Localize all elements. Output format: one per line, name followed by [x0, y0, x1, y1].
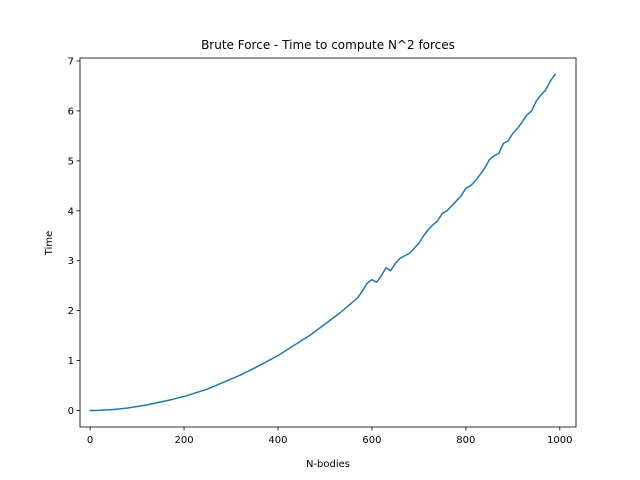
x-tick-label: 600 — [362, 435, 381, 446]
y-tick-label: 7 — [68, 56, 74, 67]
axes: 0 200 400 600 800 1000 0 1 2 3 4 5 6 7 — [68, 56, 577, 446]
chart-title: Brute Force - Time to compute N^2 forces — [201, 38, 455, 52]
y-tick-label: 4 — [68, 206, 74, 217]
x-tick-label: 0 — [87, 435, 93, 446]
x-tick-label: 800 — [456, 435, 475, 446]
x-axis-label: N-bodies — [306, 459, 350, 470]
y-tick-label: 0 — [68, 406, 74, 417]
y-tick-label: 3 — [68, 256, 74, 267]
series-line-0 — [89, 73, 557, 412]
y-tick-label: 2 — [68, 306, 74, 317]
y-tick-label: 6 — [68, 106, 74, 117]
x-tick-label: 400 — [268, 435, 287, 446]
y-axis-label: Time — [44, 231, 55, 256]
y-tick-label: 1 — [68, 356, 74, 367]
axes-frame — [79, 57, 577, 428]
y-tick-label: 5 — [68, 156, 74, 167]
x-tick-label: 200 — [174, 435, 193, 446]
plot-area — [89, 73, 557, 412]
x-tick-label: 1000 — [547, 435, 572, 446]
